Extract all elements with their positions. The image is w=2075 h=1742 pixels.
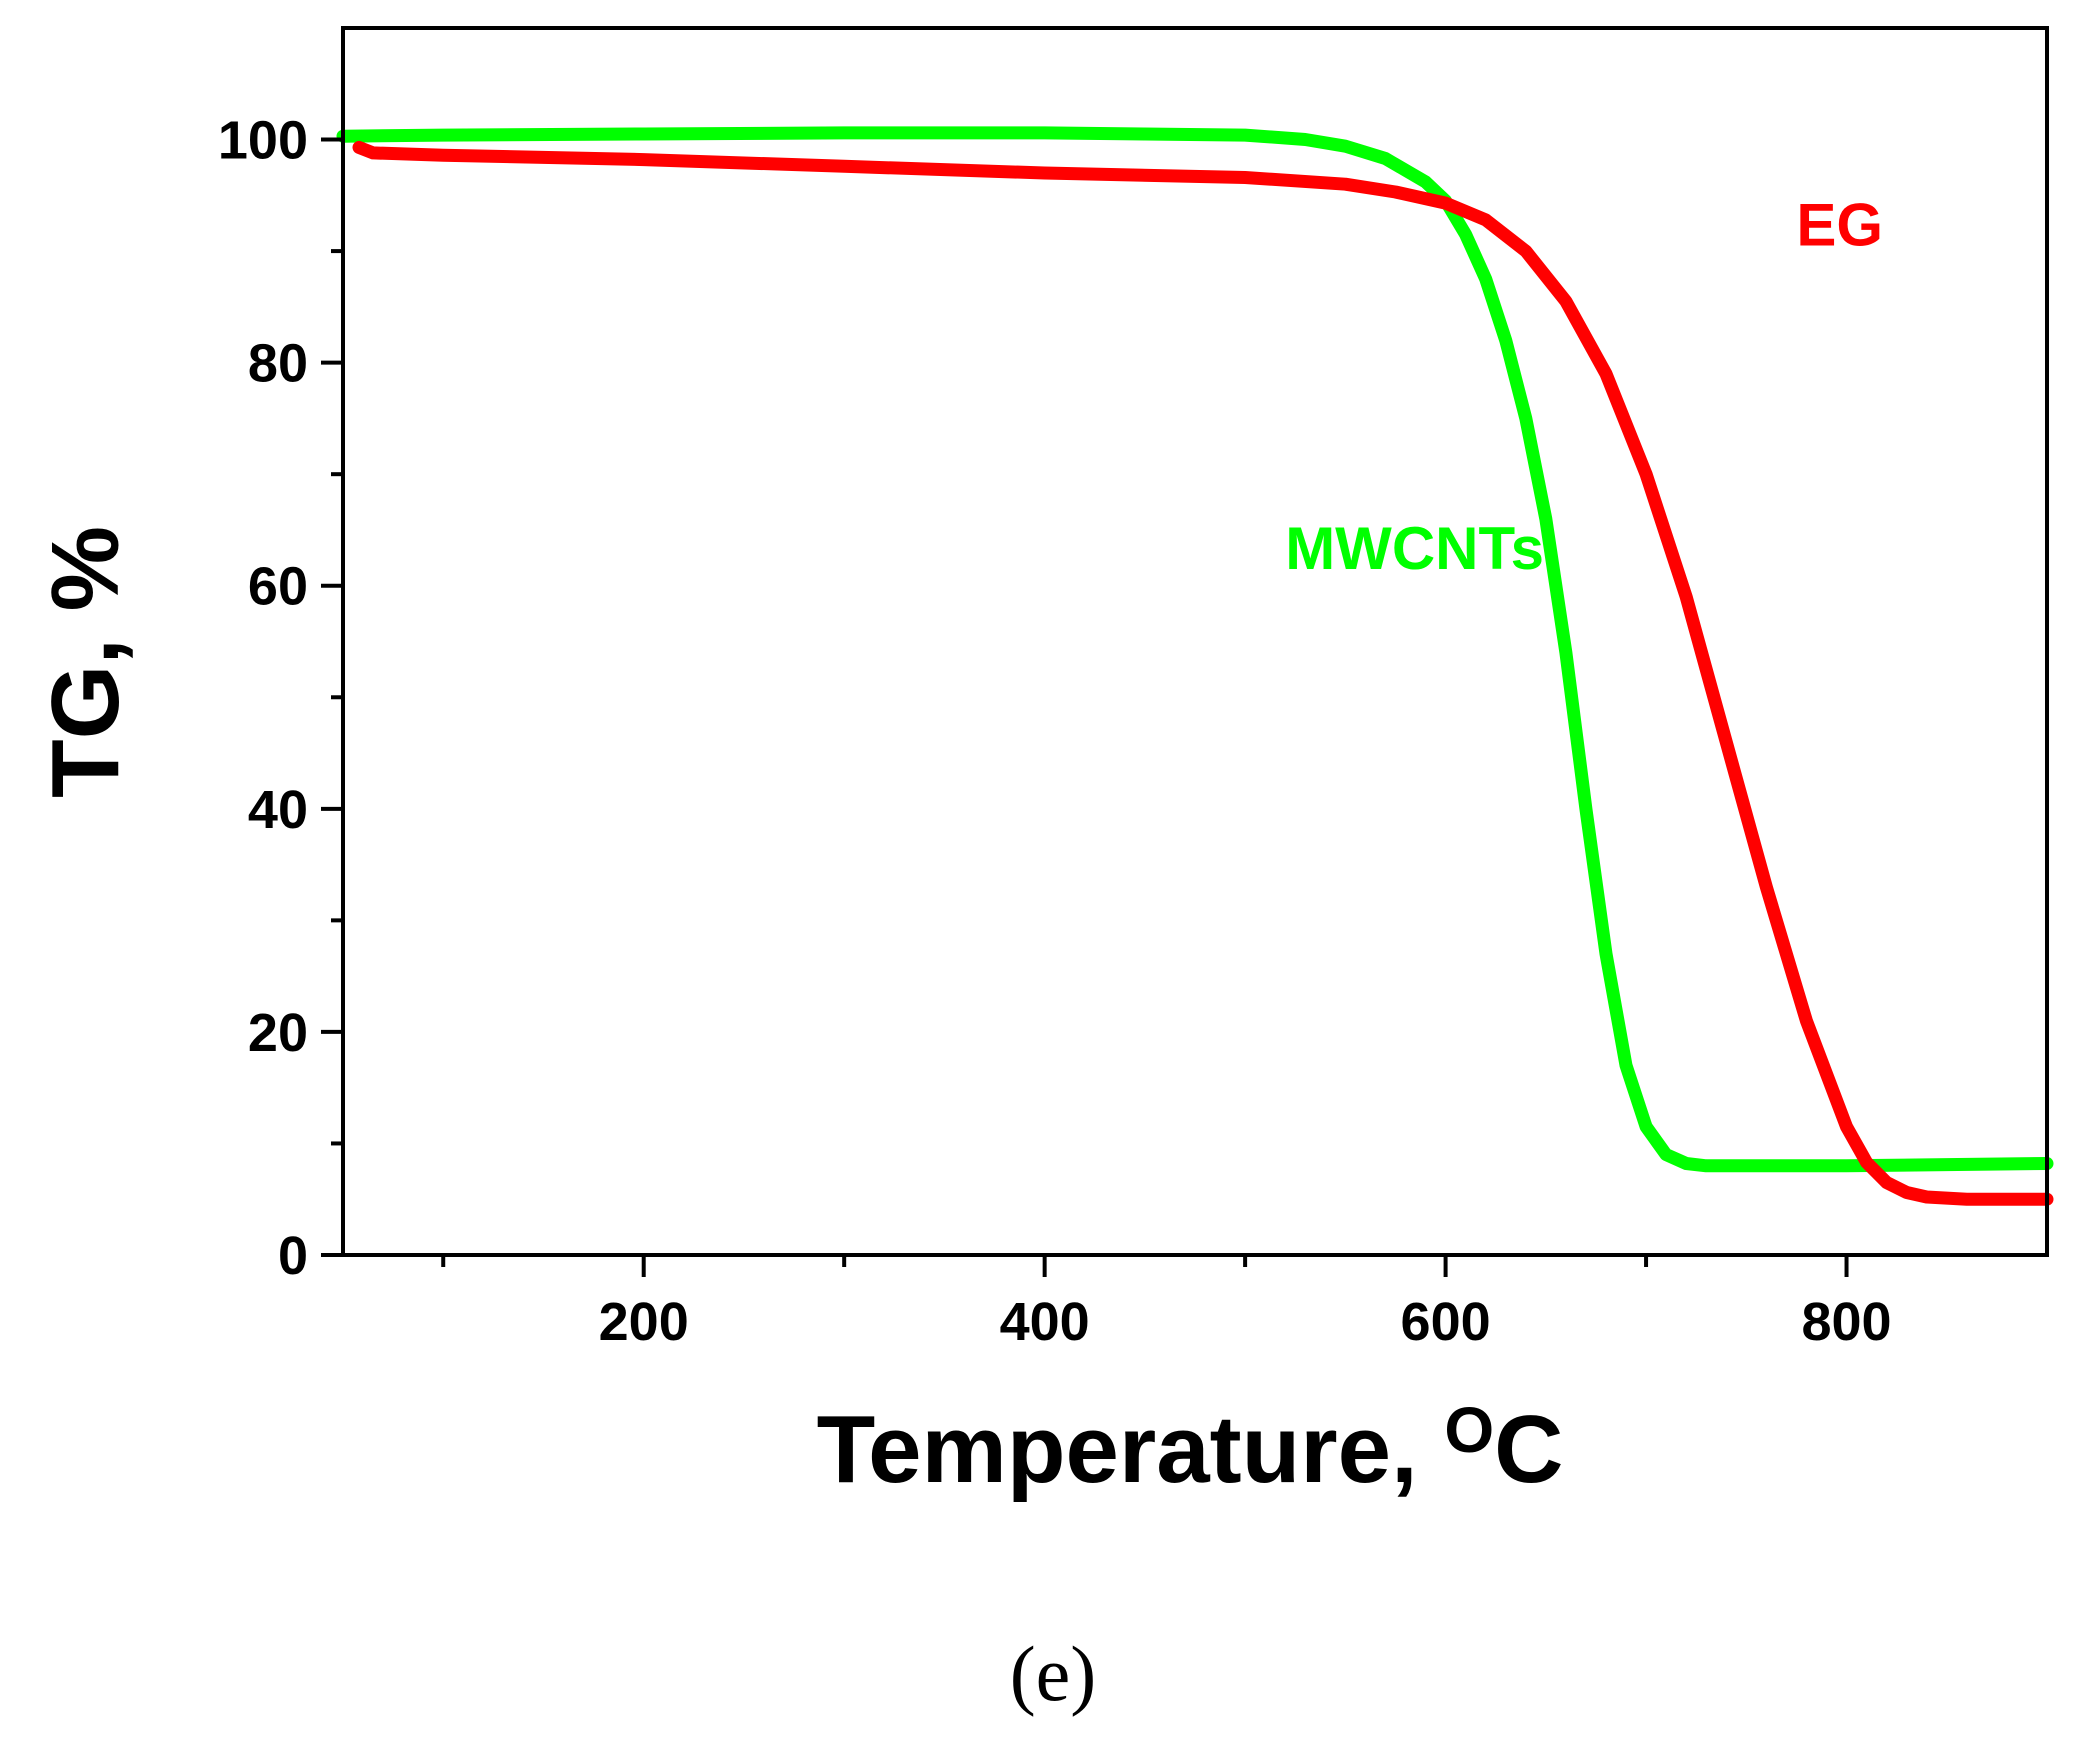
series-layer	[336, 126, 2054, 1206]
series-label-mwcnts: MWCNTs	[1285, 515, 1544, 582]
series-line-eg	[352, 140, 2054, 1206]
ticks-layer	[321, 137, 1849, 1277]
y-tick-label: 80	[248, 334, 308, 394]
series-label-eg: EG	[1796, 192, 1883, 259]
x-tick-label: 600	[1401, 1292, 1491, 1352]
y-tick-label: 40	[248, 780, 308, 840]
x-axis-title-unit: C	[1494, 1396, 1563, 1503]
panel-label: (e)	[1010, 1630, 1097, 1717]
x-axis-title: Temperature, OC	[817, 1394, 1564, 1503]
y-tick-label: 100	[218, 111, 308, 171]
x-tick-label: 800	[1801, 1292, 1891, 1352]
plot-frame	[341, 26, 2049, 1257]
y-tick-label: 60	[248, 557, 308, 617]
series-line-mwcnts	[336, 126, 2054, 1173]
y-axis-title: TG, %	[32, 526, 139, 798]
x-tick-label: 200	[599, 1292, 689, 1352]
tick-labels-layer: 200 400 600 800 0 20 40 60 80 100	[218, 111, 1892, 1352]
x-axis-title-text: Temperature,	[817, 1396, 1445, 1503]
annotation-layer: MWCNTs EG	[1285, 192, 1883, 582]
x-axis-title-superscript: O	[1444, 1394, 1494, 1466]
y-tick-label: 0	[278, 1226, 308, 1286]
y-tick-label: 20	[248, 1003, 308, 1063]
x-tick-label: 400	[1000, 1292, 1090, 1352]
